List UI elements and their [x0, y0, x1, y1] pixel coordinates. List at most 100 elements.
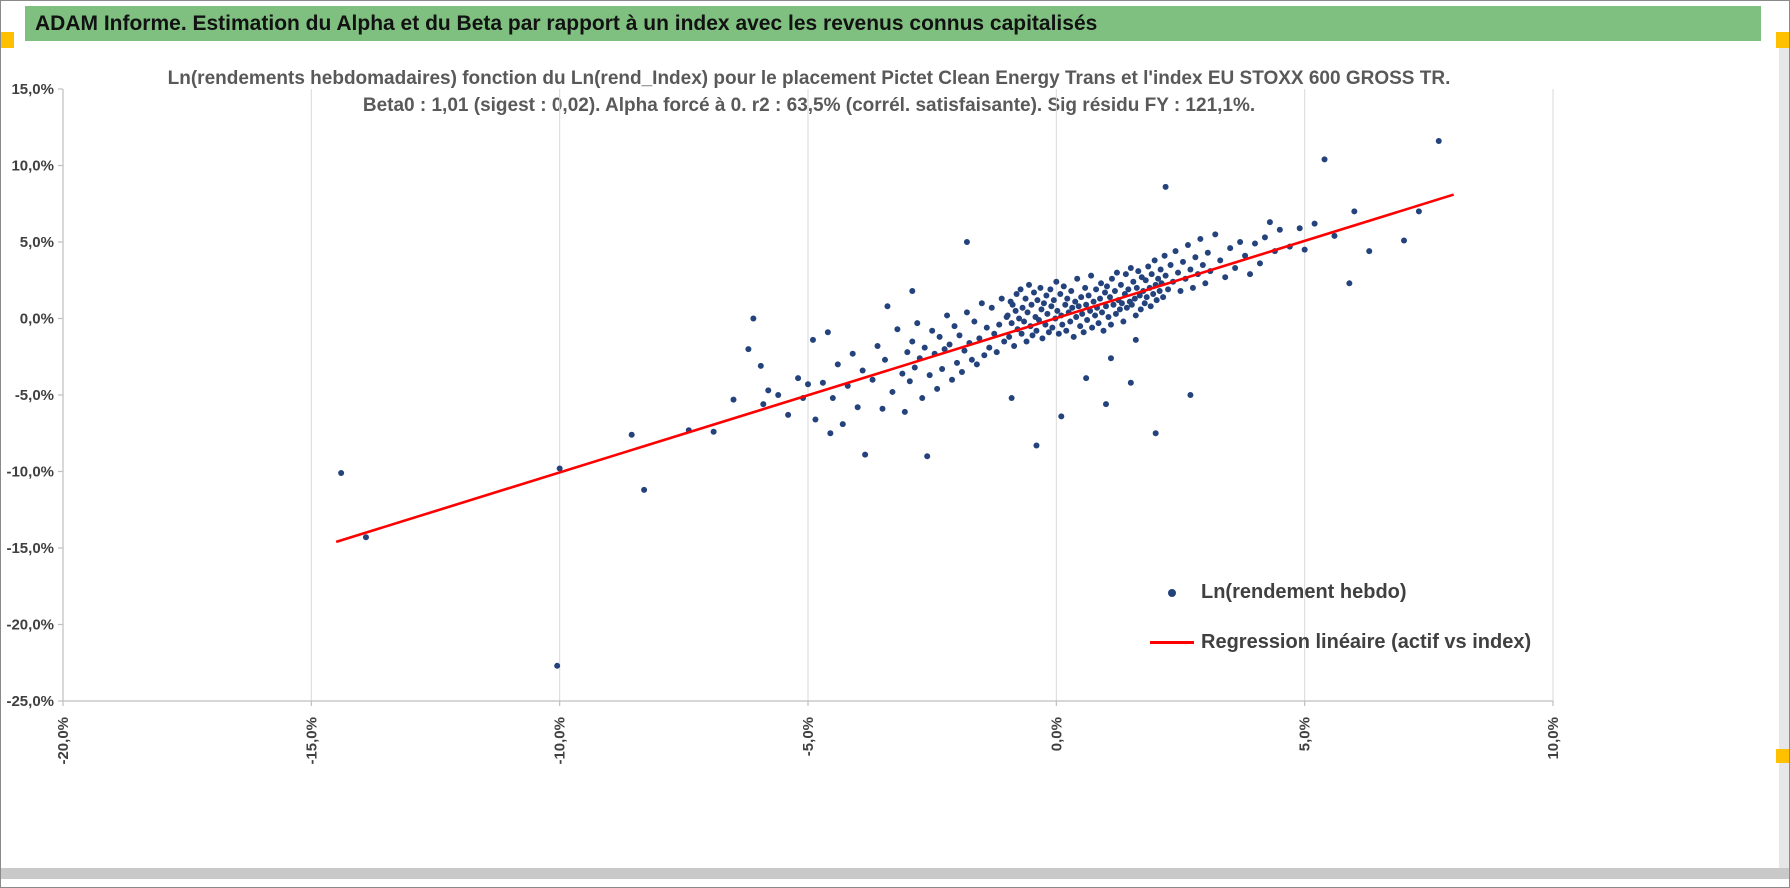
scatter-point [1301, 246, 1308, 253]
scatter-point [996, 321, 1003, 328]
scatter-point [1156, 287, 1163, 294]
bottom-edge-strip [1, 868, 1789, 879]
scatter-point [1145, 263, 1152, 270]
scatter-point [1006, 333, 1013, 340]
scatter-point [1150, 291, 1157, 298]
scatter-point [1142, 277, 1149, 284]
scatter-point [362, 534, 369, 541]
y-tick-label: 0,0% [20, 311, 54, 328]
report-header-bar: ADAM Informe. Estimation du Alpha et du … [25, 6, 1761, 41]
scatter-point [1001, 338, 1008, 345]
scatter-point [1148, 271, 1155, 278]
scatter-point [1321, 156, 1328, 163]
scatter-point [1117, 281, 1124, 288]
scatter-point [1013, 291, 1020, 298]
scatter-point [1125, 286, 1132, 293]
scatter-point [1078, 294, 1085, 301]
selection-handle-right-bottom [1776, 749, 1789, 763]
scatter-point [1072, 298, 1079, 305]
scatter-point [904, 349, 911, 356]
scatter-point [1016, 315, 1023, 322]
scatter-point [1197, 235, 1204, 242]
scatter-point [1111, 287, 1118, 294]
scatter-point [1296, 225, 1303, 232]
selection-handle-right-top [1776, 32, 1789, 48]
y-tick-label: -15,0% [6, 540, 54, 557]
scatter-point [1147, 303, 1154, 310]
scatter-point [1033, 442, 1040, 449]
scatter-point [1261, 234, 1268, 241]
scatter-point [1108, 275, 1115, 282]
scatter-point [1237, 239, 1244, 245]
y-tick-label: -10,0% [6, 464, 54, 481]
chart-title-line2: Beta0 : 1,01 (sigest : 0,02). Alpha forc… [362, 95, 1256, 116]
scatter-point [750, 315, 757, 322]
scatter-point [1044, 310, 1051, 317]
scatter-point [946, 341, 953, 348]
scatter-point [881, 356, 888, 363]
y-tick-label: -20,0% [6, 617, 54, 634]
scatter-point [1136, 292, 1143, 299]
scatter-point [1059, 321, 1066, 328]
scatter-point [1122, 271, 1129, 278]
scatter-point [1152, 430, 1159, 437]
scatter-point [1160, 294, 1167, 301]
scatter-point [1038, 306, 1045, 313]
scatter-point [1132, 312, 1139, 319]
scatter-point [1162, 272, 1169, 279]
scatter-point [1062, 301, 1069, 308]
scatter-point [1143, 294, 1150, 301]
scatter-point [951, 323, 958, 330]
scatter-point [1175, 269, 1182, 276]
scatter-point [1172, 248, 1179, 255]
scatter-point [1037, 284, 1044, 291]
scatter-point [1035, 317, 1042, 324]
scatter-point [976, 335, 983, 342]
scatter-point [760, 401, 767, 408]
scatter-point [812, 416, 819, 423]
scatter-point [1029, 332, 1036, 339]
x-tick-label: 5,0% [1297, 717, 1314, 751]
scatter-point [1346, 280, 1353, 287]
scatter-point [1179, 258, 1186, 265]
scatter-point [1204, 249, 1211, 256]
scatter-point [889, 388, 896, 395]
scatter-point [1089, 324, 1096, 331]
scatter-point [1177, 287, 1184, 294]
scatter-point [1022, 295, 1029, 302]
scatter-point [986, 344, 993, 351]
scatter-point [1012, 307, 1019, 314]
scatter-point [1069, 304, 1076, 311]
scatter-point [757, 362, 764, 369]
scatter-point [1130, 278, 1137, 285]
scatter-point [1165, 286, 1172, 293]
scatter-point [874, 343, 881, 350]
scatter-point [1068, 287, 1075, 294]
scatter-point [1116, 306, 1123, 313]
scatter-point [981, 352, 988, 359]
scatter-point [949, 376, 956, 383]
scatter-point [1095, 320, 1102, 327]
scatter-point [809, 336, 816, 343]
scatter-point [730, 396, 737, 403]
scatter-point [1102, 289, 1109, 296]
scatter-point [1187, 392, 1194, 398]
scatter-point [1099, 309, 1106, 316]
y-tick-label: 10,0% [11, 158, 54, 175]
chart-title-line1: Ln(rendements hebdomadaires) fonction du… [167, 68, 1451, 89]
scatter-point [1067, 318, 1074, 325]
scatter-point [1106, 294, 1113, 301]
scatter-point [1039, 335, 1046, 342]
scatter-point [1351, 208, 1358, 215]
scatter-point [1050, 297, 1057, 304]
scatter-point [978, 300, 985, 307]
scatter-point [1242, 252, 1249, 259]
scatter-point [1077, 323, 1084, 330]
scatter-point [1199, 261, 1206, 268]
scatter-point [991, 330, 998, 337]
scatter-point [941, 346, 948, 353]
scatter-point [1097, 295, 1104, 302]
regression-line [335, 193, 1455, 544]
scatter-point [765, 387, 772, 394]
